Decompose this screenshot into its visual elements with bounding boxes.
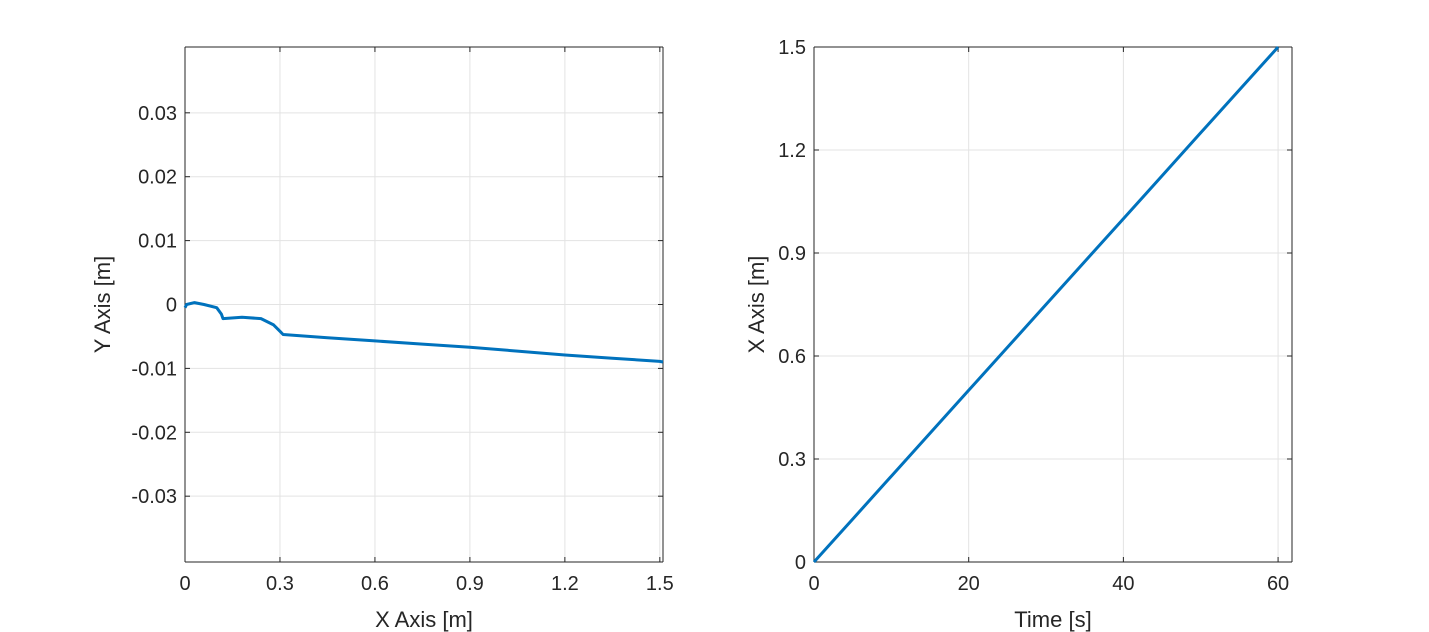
x-tick-label: 20 (958, 573, 980, 595)
y-tick-label: -0.01 (131, 358, 177, 380)
y-tick-label: 0.9 (778, 243, 806, 265)
axes-2: 0 20 40 60 0 0.3 0.6 0.9 1.2 1.5 Time [s] X Axis [m… (744, 37, 1293, 632)
y-tick-label: 0 (166, 295, 177, 317)
y-tick-label: 0.6 (778, 346, 806, 368)
y-tick-label: -0.02 (131, 422, 177, 444)
x-tick-label: 1.2 (551, 573, 579, 595)
x-tick-label: 0.6 (361, 573, 389, 595)
y-tick-label: 1.2 (778, 140, 806, 162)
series-line (183, 301, 664, 364)
y-axis-label: Y Axis [m] (90, 256, 115, 353)
x-tick-label: 0 (808, 573, 819, 595)
y-tick-label: 0 (795, 552, 806, 574)
axes-1: 0 0.3 0.6 0.9 1.2 1.5 0.03 0.02 0.01 0 -0.01 -0.02 -… (90, 46, 674, 632)
y-tick-label: 1.5 (778, 37, 806, 59)
x-tick-label: 60 (1267, 573, 1289, 595)
y-tick-label: 0.01 (138, 231, 177, 253)
x-axis-label: X Axis [m] (375, 607, 473, 632)
y-tick-label: -0.03 (131, 486, 177, 508)
y-axis-label: X Axis [m] (744, 256, 769, 354)
x-tick-label: 0 (179, 573, 190, 595)
x-tick-label: 40 (1112, 573, 1134, 595)
x-axis-label: Time [s] (1014, 607, 1091, 632)
series-line (812, 45, 1280, 564)
x-tick-label: 0.9 (456, 573, 484, 595)
y-tick-label: 0.3 (778, 449, 806, 471)
y-tick-label: 0.03 (138, 103, 177, 125)
x-tick-label: 0.3 (266, 573, 294, 595)
x-tick-label: 1.5 (646, 573, 674, 595)
y-tick-label: 0.02 (138, 167, 177, 189)
